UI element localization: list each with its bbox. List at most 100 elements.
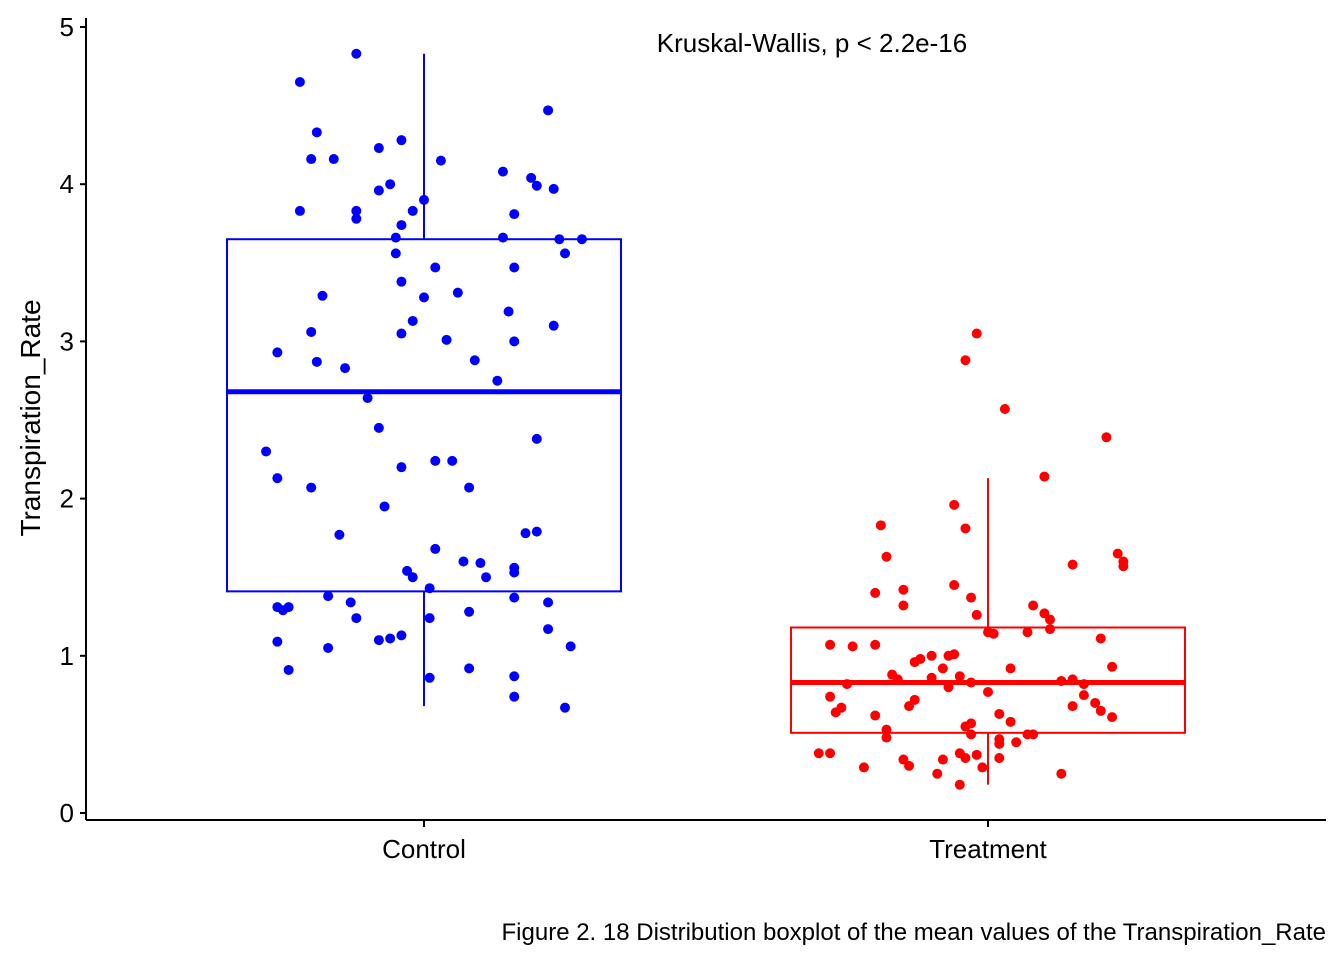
boxes <box>226 53 1186 785</box>
data-point <box>966 729 977 740</box>
data-point <box>407 315 418 326</box>
data-point <box>447 455 458 466</box>
data-point <box>1045 614 1056 625</box>
y-tick-label: 1 <box>60 641 74 671</box>
data-point <box>954 671 965 682</box>
data-point <box>858 762 869 773</box>
data-point <box>1095 633 1106 644</box>
data-point <box>813 748 824 759</box>
data-point <box>971 749 982 760</box>
data-point <box>560 248 570 259</box>
data-point <box>509 567 520 578</box>
data-point <box>1056 768 1067 779</box>
data-point <box>1112 548 1123 559</box>
data-point <box>351 213 362 224</box>
data-point <box>385 633 396 644</box>
data-point <box>294 205 305 216</box>
data-point <box>419 292 429 303</box>
x-tick-label: Treatment <box>929 834 1047 864</box>
data-point <box>283 602 294 613</box>
data-point <box>960 752 971 763</box>
data-point <box>306 154 317 165</box>
data-point <box>909 657 920 668</box>
data-point <box>543 105 554 116</box>
data-point <box>373 635 384 646</box>
data-point <box>548 320 559 331</box>
data-point <box>926 650 937 661</box>
data-point <box>396 630 407 641</box>
data-point <box>272 347 283 358</box>
data-point <box>351 205 362 216</box>
data-point <box>458 556 469 567</box>
y-tick-label: 3 <box>60 326 74 356</box>
data-point <box>825 748 836 759</box>
data-point <box>497 166 508 177</box>
data-point <box>904 760 915 771</box>
data-point <box>334 529 345 540</box>
data-point <box>1067 701 1078 712</box>
data-point <box>385 179 396 190</box>
data-point <box>306 482 317 493</box>
data-point <box>543 624 554 635</box>
data-point <box>390 248 401 259</box>
data-point <box>396 462 407 473</box>
data-point <box>373 143 384 154</box>
data-point <box>503 306 514 317</box>
data-point <box>531 526 542 537</box>
data-point <box>932 768 943 779</box>
data-point <box>977 762 988 773</box>
data-point <box>430 262 441 273</box>
y-axis-title: Transpiration_Rate <box>15 299 46 536</box>
data-point <box>881 551 892 562</box>
data-point <box>576 234 587 245</box>
data-point <box>870 587 881 598</box>
data-point <box>988 628 999 639</box>
data-point <box>971 328 982 339</box>
data-point <box>943 650 954 661</box>
data-point <box>1067 674 1078 685</box>
data-point <box>1107 661 1118 672</box>
data-point <box>881 732 892 743</box>
data-point <box>509 336 520 347</box>
points <box>261 48 1129 790</box>
data-point <box>1011 737 1022 748</box>
data-point <box>520 528 531 539</box>
data-point <box>526 172 537 183</box>
data-point <box>345 597 356 608</box>
data-point <box>424 672 435 683</box>
data-point <box>1005 716 1016 727</box>
data-point <box>847 641 858 652</box>
data-point <box>949 499 960 510</box>
data-point <box>475 558 486 569</box>
data-point <box>1101 432 1112 443</box>
data-point <box>272 636 283 647</box>
data-point <box>373 422 384 433</box>
data-point <box>954 779 965 790</box>
data-point <box>565 641 576 652</box>
data-point <box>554 234 565 245</box>
data-point <box>362 392 373 403</box>
data-point <box>937 663 948 674</box>
data-point <box>306 326 317 337</box>
data-point <box>548 183 559 194</box>
data-point <box>373 185 384 196</box>
data-point <box>1078 679 1089 690</box>
data-point <box>1028 729 1039 740</box>
data-point <box>469 355 480 366</box>
data-point <box>407 205 418 216</box>
data-point <box>379 501 390 512</box>
data-point <box>966 718 977 729</box>
data-point <box>294 77 305 88</box>
data-point <box>966 592 977 603</box>
data-point <box>994 708 1005 719</box>
data-point <box>830 707 841 718</box>
data-point <box>960 523 971 534</box>
data-point <box>971 609 982 620</box>
data-point <box>560 702 570 713</box>
data-point <box>407 572 418 583</box>
data-point <box>424 583 435 594</box>
data-point <box>1118 561 1129 572</box>
data-point <box>340 363 351 374</box>
data-point <box>1022 627 1033 638</box>
